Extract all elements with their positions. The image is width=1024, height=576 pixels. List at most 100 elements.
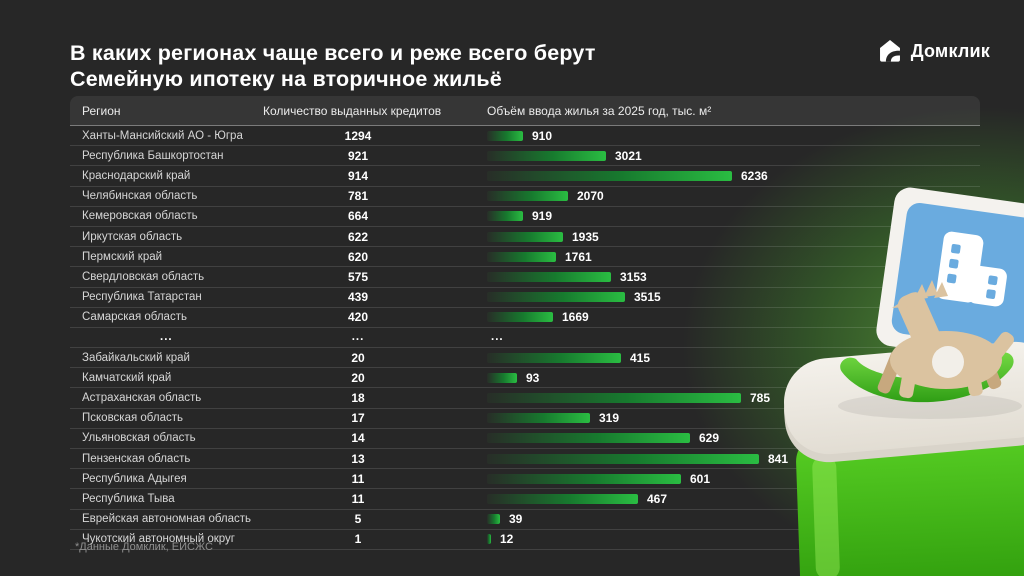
table-row: Ханты-Мансийский АО - Югра 1294 910: [70, 126, 980, 147]
table-row: Кемеровская область 664 919: [70, 207, 980, 227]
volume-value: 785: [750, 391, 771, 406]
volume-value: 2070: [577, 189, 604, 204]
volume-bar-zone: 841: [487, 452, 980, 466]
credits-count: 5: [354, 512, 362, 527]
credits-count: 781: [347, 189, 369, 204]
volume-value: 12: [500, 532, 514, 547]
region-name: Псковская область: [82, 412, 183, 425]
volume-bar-zone: 1669: [487, 310, 980, 324]
region-name: Забайкальский край: [82, 351, 190, 364]
regions-table: Регион Количество выданных кредитов Объё…: [70, 96, 980, 550]
volume-bar: [487, 191, 568, 202]
volume-bar-zone: 1935: [487, 230, 980, 244]
region-name: Астраханская область: [82, 392, 202, 405]
volume-bar: [487, 312, 553, 323]
table-row: Самарская область 420 1669: [70, 308, 980, 328]
ellipsis-row: .........: [70, 328, 980, 349]
volume-bar-zone: 319: [487, 411, 980, 425]
volume-bar-zone: 39: [487, 512, 980, 526]
volume-value: 93: [526, 370, 540, 385]
title-line-1: В каких регионах чаще всего и реже всего…: [70, 41, 596, 66]
volume-bar: [487, 292, 625, 303]
page-title: В каких регионах чаще всего и реже всего…: [70, 41, 596, 93]
volume-bar-zone: 3515: [487, 290, 980, 304]
volume-bar: [487, 231, 563, 242]
credits-count: 11: [351, 471, 365, 486]
region-name: Камчатский край: [82, 371, 172, 384]
table-body: Ханты-Мансийский АО - Югра 1294 910 Республ…: [70, 126, 980, 550]
credits-count: 622: [347, 229, 369, 244]
table-row: Ульяновская область 14 629: [70, 429, 980, 449]
volume-bar: [487, 413, 590, 424]
volume-bar-zone: 3021: [487, 149, 980, 163]
table-header-row: Регион Количество выданных кредитов Объё…: [70, 96, 980, 126]
volume-value: 629: [699, 431, 720, 446]
region-name: Еврейская автономная область: [82, 513, 252, 526]
table-row: Краснодарский край 914 6236: [70, 166, 980, 187]
credits-count: 20: [351, 370, 365, 385]
credits-count: 620: [347, 249, 369, 264]
domclick-logo: Домклик: [877, 38, 990, 64]
volume-bar: [487, 352, 621, 363]
credits-count: 14: [351, 431, 365, 446]
ellipsis-volume: ...: [491, 331, 504, 344]
region-name: Пермский край: [82, 250, 163, 263]
volume-bar: [487, 150, 606, 161]
volume-value: 6236: [741, 168, 768, 183]
credits-count: 664: [347, 209, 369, 224]
data-source-footnote: *Данные Домклик, ЕИСЖС: [75, 541, 213, 553]
volume-bar: [487, 473, 681, 484]
header-housing-volume: Объём ввода жилья за 2025 год, тыс. м²: [487, 103, 712, 118]
volume-value: 919: [532, 209, 553, 224]
volume-bar-zone: 910: [487, 129, 980, 143]
table-row: Еврейская автономная область 5 39: [70, 510, 980, 530]
volume-value: 415: [630, 350, 651, 365]
volume-value: 841: [768, 451, 789, 466]
volume-value: 3515: [634, 290, 661, 305]
credits-count: 575: [347, 269, 369, 284]
credits-count: 11: [351, 491, 365, 506]
region-name: Ханты-Мансийский АО - Югра: [82, 129, 243, 142]
volume-bar-zone: 415: [487, 351, 980, 365]
region-name: Краснодарский край: [82, 169, 191, 182]
region-name: Самарская область: [82, 311, 187, 324]
volume-bar-zone: 629: [487, 431, 980, 445]
region-name: Кемеровская область: [82, 210, 198, 223]
volume-bar: [487, 453, 759, 464]
volume-bar-zone: 2070: [487, 189, 980, 203]
table-row: Пензенская область 13 841: [70, 449, 980, 470]
volume-value: 3153: [620, 269, 647, 284]
credits-count: 18: [351, 391, 365, 406]
volume-bar-zone: 6236: [487, 169, 980, 183]
title-line-2: Семейную ипотеку на вторичное жильё: [70, 67, 502, 92]
volume-bar: [487, 393, 741, 404]
ellipsis-credits: ...: [351, 331, 365, 344]
region-name: Пензенская область: [82, 452, 191, 465]
volume-bar-zone: 1761: [487, 250, 980, 264]
table-row: Республика Тыва 11 467: [70, 489, 980, 510]
table-row: Республика Татарстан 439 3515: [70, 288, 980, 308]
volume-value: 3021: [615, 148, 642, 163]
volume-bar: [487, 211, 523, 222]
table-row: Республика Адыгея 11 601: [70, 469, 980, 490]
credits-count: 1: [354, 532, 362, 547]
table-row: Астраханская область 18 785: [70, 388, 980, 409]
volume-bar-zone: 467: [487, 492, 980, 506]
volume-bar-zone: 919: [487, 209, 980, 223]
volume-bar: [487, 251, 556, 262]
table-row: Камчатский край 20 93: [70, 368, 980, 389]
volume-value: 319: [599, 411, 620, 426]
volume-value: 467: [647, 491, 668, 506]
volume-bar: [487, 372, 517, 383]
region-name: Республика Башкортостан: [82, 149, 224, 162]
region-name: Республика Татарстан: [82, 291, 202, 304]
credits-count: 17: [351, 411, 365, 426]
volume-bar-zone: 785: [487, 391, 980, 405]
domclick-logo-text: Домклик: [910, 40, 990, 61]
volume-bar-zone: 12: [487, 532, 980, 546]
volume-bar-zone: 3153: [487, 270, 980, 284]
table-row: Челябинская область 781 2070: [70, 187, 980, 207]
credits-count: 20: [351, 350, 365, 365]
table-row: Республика Башкортостан 921 3021: [70, 146, 980, 167]
volume-value: 1761: [565, 249, 592, 264]
